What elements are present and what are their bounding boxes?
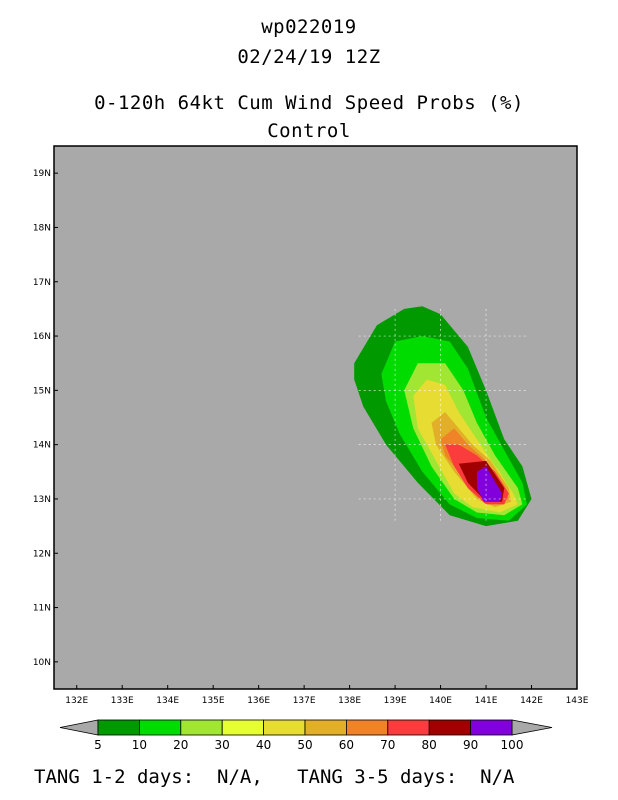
colorbar-swatch <box>304 719 347 736</box>
lon-tick-label: 143E <box>566 696 589 706</box>
lat-tick-label: 17N <box>33 278 51 288</box>
lon-tick-label: 140E <box>429 696 452 706</box>
lat-tick-label: 18N <box>33 223 51 233</box>
colorbar-swatch <box>263 719 306 736</box>
colorbar-level-label: 100 <box>501 738 524 752</box>
datetime-title: 02/24/19 12Z <box>237 46 381 68</box>
lon-tick-label: 141E <box>475 696 498 706</box>
colorbar-right-arrow <box>511 719 553 736</box>
probability-contours <box>354 306 532 527</box>
colorbar-level-label: 20 <box>173 738 188 752</box>
map-ticks: 132E 133E 134E 135E 136E 137E 138E 139E 140E 141E… <box>33 169 589 706</box>
colorbar-swatch <box>470 719 513 736</box>
colorbar-left-arrow <box>59 719 99 736</box>
lat-tick-label: 13N <box>33 495 51 505</box>
lon-tick-label: 134E <box>156 696 179 706</box>
colorbar-level-label: 90 <box>463 738 478 752</box>
product-title: 0-120h 64kt Cum Wind Speed Probs (%) <box>94 92 524 114</box>
colorbar-level-label: 30 <box>215 738 230 752</box>
lon-tick-label: 137E <box>293 696 316 706</box>
lon-tick-label: 135E <box>202 696 225 706</box>
colorbar-level-label: 10 <box>132 738 147 752</box>
lat-tick-label: 10N <box>33 658 51 668</box>
colorbar-swatch <box>387 719 430 736</box>
lat-tick-label: 11N <box>33 604 51 614</box>
lat-tick-label: 15N <box>33 386 51 396</box>
colorbar-swatch <box>428 719 472 736</box>
colorbar-level-label: 80 <box>422 738 437 752</box>
tang-1-2-days: TANG 1-2 days: N/A, <box>34 766 263 788</box>
colorbar-level-label: 5 <box>94 738 102 752</box>
contour-90 <box>476 466 502 502</box>
lon-tick-label: 132E <box>65 696 88 706</box>
colorbar-swatch <box>221 719 264 736</box>
map-frame <box>53 145 578 690</box>
tang-3-5-days: TANG 3-5 days: N/A <box>297 766 515 788</box>
lon-tick-label: 138E <box>338 696 361 706</box>
colorbar-level-label: 50 <box>297 738 312 752</box>
tang-footer: TANG 1-2 days: N/A, TANG 3-5 days: N/A <box>34 766 514 788</box>
lon-tick-label: 136E <box>247 696 270 706</box>
lat-tick-label: 12N <box>33 549 51 559</box>
storm-id-title: wp022019 <box>261 16 357 38</box>
map-background <box>54 146 577 689</box>
colorbar-swatch <box>180 719 223 736</box>
lon-tick-label: 133E <box>111 696 134 706</box>
colorbar-swatch <box>345 719 389 736</box>
colorbar-level-label: 40 <box>256 738 271 752</box>
lon-tick-label: 139E <box>384 696 407 706</box>
member-title: Control <box>267 120 351 142</box>
lat-tick-label: 16N <box>33 332 51 342</box>
map-gridlines <box>358 308 527 521</box>
lat-tick-label: 19N <box>33 169 51 179</box>
colorbar: 5 10 20 30 40 50 60 70 80 90 100 <box>59 719 553 752</box>
colorbar-swatch <box>97 719 140 736</box>
lat-tick-label: 14N <box>33 441 51 451</box>
lon-tick-label: 142E <box>520 696 543 706</box>
colorbar-level-label: 60 <box>339 738 354 752</box>
colorbar-swatch <box>138 719 182 736</box>
colorbar-level-label: 70 <box>380 738 395 752</box>
